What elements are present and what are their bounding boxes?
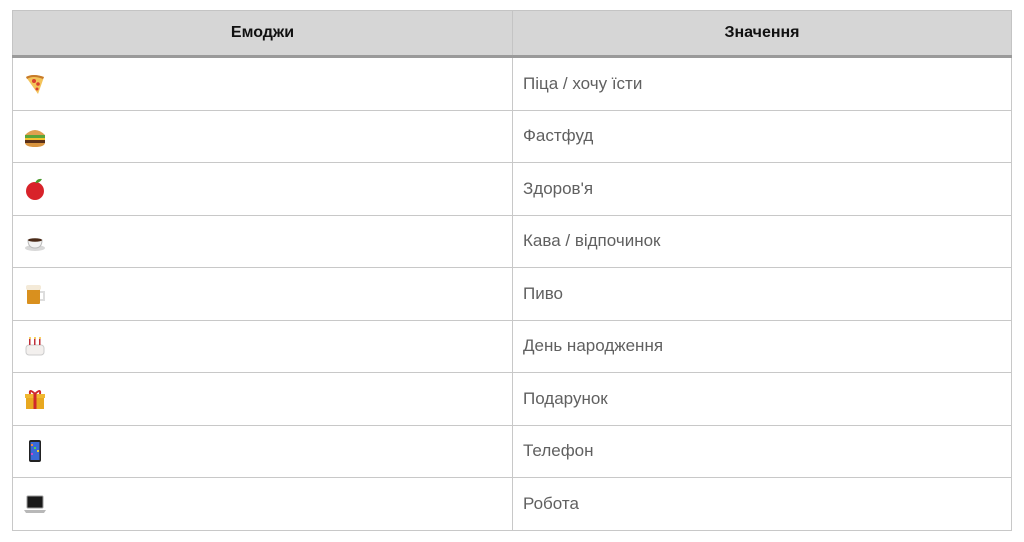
- table-row: Робота: [12, 477, 1012, 531]
- hot-coffee-icon: [25, 238, 45, 252]
- meaning-cell: Фастфуд: [512, 109, 1012, 163]
- table-row: Піца / хочу їсти: [12, 56, 1012, 111]
- meaning-cell: Здоров'я: [512, 162, 1012, 216]
- table-row: Кава / відпочинок: [12, 214, 1012, 268]
- meaning-cell: День народження: [512, 319, 1012, 373]
- emoji-table: Емоджи Значення Піца / хочу їсти Фастфуд…: [12, 10, 1012, 531]
- header-row: Емоджи Значення: [12, 10, 1012, 58]
- hamburger-icon: [25, 130, 45, 148]
- meaning-cell: Пиво: [512, 267, 1012, 321]
- table-row: Фастфуд: [12, 109, 1012, 163]
- pizza-icon: [26, 74, 44, 94]
- gift-icon: [25, 389, 45, 409]
- laptop-icon: [24, 495, 46, 513]
- meaning-cell: Кава / відпочинок: [512, 214, 1012, 268]
- red-apple-icon: [26, 178, 44, 200]
- table-row: Пиво: [12, 267, 1012, 321]
- mobile-phone-icon: [29, 440, 41, 463]
- table-row: День народження: [12, 319, 1012, 373]
- header-emoji: Емоджи: [12, 10, 513, 58]
- meaning-cell: Телефон: [512, 424, 1012, 478]
- birthday-cake-icon: [25, 337, 45, 356]
- table-row: Подарунок: [12, 372, 1012, 426]
- header-meaning: Значення: [512, 10, 1012, 58]
- beer-mug-icon: [26, 284, 45, 304]
- table-row: Здоров'я: [12, 162, 1012, 216]
- meaning-cell: Робота: [512, 477, 1012, 531]
- table-row: Телефон: [12, 424, 1012, 478]
- meaning-cell: Піца / хочу їсти: [512, 56, 1012, 111]
- meaning-cell: Подарунок: [512, 372, 1012, 426]
